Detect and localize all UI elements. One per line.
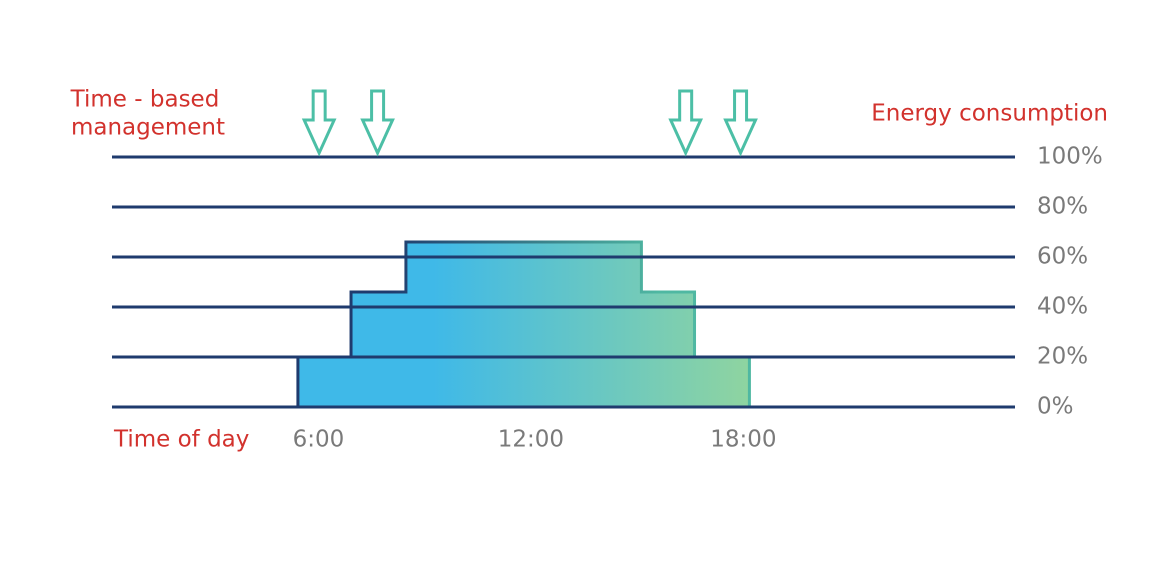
y-tick-label: 40% (1037, 294, 1088, 320)
arrow (360, 89, 395, 157)
x-tick-label: 18:00 (710, 427, 776, 453)
arrow (668, 89, 704, 157)
title-line: management (71, 115, 225, 141)
step-area (296, 240, 751, 409)
y-tick-label: 0% (1037, 394, 1074, 420)
x-axis-label: Time of day (113, 427, 249, 453)
y-axis-label: Energy consumption (871, 101, 1108, 127)
title-line: Time - based (70, 87, 220, 113)
x-tick-label: 6:00 (293, 427, 345, 453)
arrow (723, 89, 758, 157)
y-tick-label: 100% (1037, 144, 1103, 170)
y-tick-label: 60% (1037, 244, 1088, 270)
x-tick-label: 12:00 (498, 427, 564, 453)
y-tick-label: 20% (1037, 344, 1088, 370)
y-tick-label: 80% (1037, 194, 1088, 220)
arrow (301, 89, 337, 157)
